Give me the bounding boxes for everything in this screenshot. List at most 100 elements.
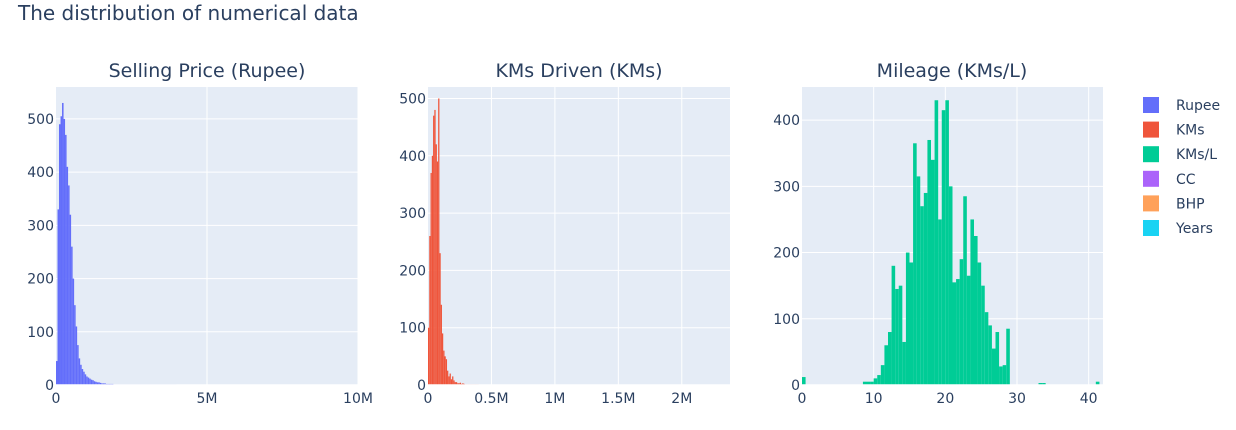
selling-price-bar xyxy=(69,214,72,385)
mileage-bar xyxy=(959,259,964,385)
mileage-bar xyxy=(938,219,942,385)
selling-price-bar xyxy=(74,305,76,385)
mileage-bar xyxy=(909,262,914,385)
mileage-bar xyxy=(934,100,939,385)
mileage-bar xyxy=(963,196,967,385)
mileage-bar xyxy=(956,279,960,385)
selling-price-bar xyxy=(72,278,75,385)
mileage-bar xyxy=(1042,383,1046,385)
mileage-bar xyxy=(1038,383,1043,385)
mileage-bar xyxy=(891,265,896,385)
mileage-bar xyxy=(802,377,806,385)
selling-price-bar xyxy=(93,381,96,385)
mileage-bar xyxy=(916,176,921,385)
kms-driven-bar xyxy=(435,144,437,385)
selling-price-y-tick-label: 300 xyxy=(27,218,54,234)
selling-price-bar xyxy=(75,326,78,385)
selling-price-x-tick-label: 0 xyxy=(52,391,61,407)
mileage-bar xyxy=(952,282,957,385)
mileage-bar xyxy=(931,159,935,385)
kms-driven-y-tick-label: 200 xyxy=(399,263,426,279)
legend-swatch xyxy=(1143,146,1159,163)
selling-price-bar xyxy=(60,116,63,386)
selling-price-bar xyxy=(68,185,70,385)
mileage-bar xyxy=(966,275,971,385)
selling-price-panel: Selling Price (Rupee) 0 100 200 300 400 500 0 5… xyxy=(27,60,373,407)
selling-price-bar xyxy=(78,358,81,385)
mileage-x-tick-label: 0 xyxy=(798,391,807,407)
legend-label: KMs xyxy=(1176,123,1205,139)
kms-driven-bar xyxy=(434,109,436,385)
kms-driven-bar xyxy=(457,383,459,385)
mileage-bar xyxy=(977,262,982,385)
mileage-bar xyxy=(902,341,906,385)
mileage-y-tick-label: 300 xyxy=(773,179,800,195)
mileage-panel: Mileage (KMs/L) 0 100 200 300 400 0 10 20 30 40 xyxy=(773,60,1103,407)
selling-price-bar xyxy=(71,246,73,385)
kms-driven-bar xyxy=(440,304,442,385)
mileage-bar xyxy=(898,285,903,385)
mileage-bar xyxy=(945,100,949,385)
selling-price-bar xyxy=(77,345,79,385)
selling-price-bar xyxy=(63,118,66,385)
kms-driven-x-tick-label: 1M xyxy=(544,391,565,407)
mileage-bar xyxy=(920,206,924,385)
legend-label: Rupee xyxy=(1176,98,1220,114)
mileage-bar xyxy=(880,365,885,385)
mileage-bar xyxy=(970,219,974,385)
legend-swatch xyxy=(1143,170,1159,187)
kms-driven-y-tick-label: 500 xyxy=(399,91,426,107)
selling-price-bar xyxy=(62,102,64,385)
kms-driven-y-tick-label: 400 xyxy=(399,149,426,165)
selling-price-y-tick-label: 200 xyxy=(27,272,54,288)
selling-price-bar xyxy=(104,383,106,385)
kms-driven-bar xyxy=(430,172,432,385)
kms-driven-bar xyxy=(433,115,435,386)
selling-price-y-tick-label: 500 xyxy=(27,112,54,128)
kms-driven-y-tick-label: 0 xyxy=(417,378,426,394)
selling-price-bar xyxy=(86,376,88,385)
mileage-bar xyxy=(927,139,931,385)
selling-price-bar xyxy=(96,382,99,385)
selling-price-bar xyxy=(87,377,90,385)
kms-driven-bar xyxy=(439,253,441,385)
mileage-bar xyxy=(1095,381,1100,385)
selling-price-subtitle: Selling Price (Rupee) xyxy=(109,60,306,82)
selling-price-bar xyxy=(102,383,105,385)
selling-price-bar xyxy=(59,124,61,385)
kms-driven-y-tick-label: 100 xyxy=(399,321,426,337)
selling-price-bar xyxy=(56,361,58,385)
mileage-bar xyxy=(999,366,1003,385)
mileage-x-tick-label: 10 xyxy=(865,391,883,407)
mileage-y-tick-label: 400 xyxy=(773,113,800,129)
kms-driven-bar xyxy=(438,98,440,385)
mileage-bar xyxy=(981,285,985,385)
kms-driven-bar xyxy=(444,356,446,385)
mileage-bar xyxy=(895,288,899,385)
mileage-bar xyxy=(870,381,874,385)
legend-label: BHP xyxy=(1176,196,1205,212)
legend-swatch xyxy=(1143,97,1159,113)
kms-driven-bar xyxy=(450,379,453,385)
mileage-bar xyxy=(884,345,888,385)
kms-driven-x-tick-label: 0.5M xyxy=(474,391,508,407)
legend-label: KMs/L xyxy=(1176,147,1217,163)
kms-driven-bar xyxy=(445,359,448,385)
kms-driven-y-tick-label: 300 xyxy=(399,206,426,222)
mileage-bar xyxy=(991,348,996,385)
kms-driven-bar xyxy=(448,376,450,385)
legend-swatch xyxy=(1143,220,1159,236)
mileage-bar xyxy=(974,236,978,385)
mileage-bar xyxy=(866,381,871,385)
kms-driven-bar xyxy=(443,350,445,385)
selling-price-y-tick-label: 100 xyxy=(27,325,54,341)
mileage-y-tick-label: 0 xyxy=(791,378,800,394)
mileage-bar xyxy=(1006,328,1010,385)
selling-price-y-tick-label: 400 xyxy=(27,165,54,181)
legend-label: Years xyxy=(1175,221,1213,237)
mileage-bar xyxy=(988,325,992,385)
kms-driven-panel: KMs Driven (KMs) 0 100 200 300 400 500 0 0.5M 1M… xyxy=(399,60,730,407)
legend-swatch xyxy=(1143,195,1159,212)
mileage-bar xyxy=(948,186,953,385)
